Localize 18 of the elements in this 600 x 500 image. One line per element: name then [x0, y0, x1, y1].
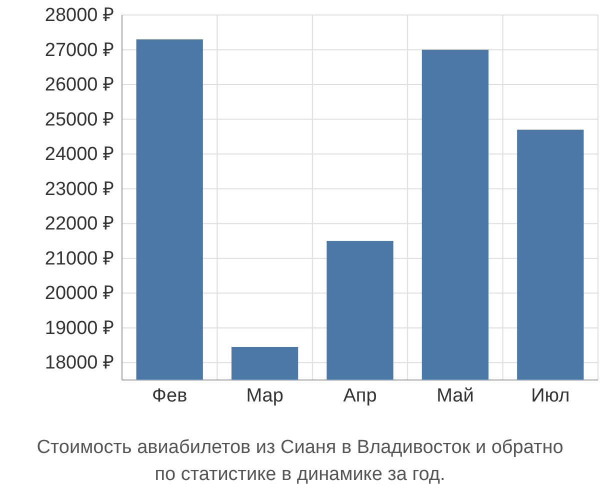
x-tick-label: Май [436, 385, 474, 406]
y-tick-label: 23000 ₽ [44, 178, 114, 200]
y-tick-label: 27000 ₽ [44, 40, 114, 61]
y-tick-label: 22000 ₽ [44, 214, 114, 235]
y-tick-label: 21000 ₽ [44, 248, 114, 270]
y-tick-label: 28000 ₽ [44, 5, 114, 26]
y-tick-label: 24000 ₽ [44, 144, 114, 166]
y-tick-label: 19000 ₽ [44, 318, 114, 339]
y-tick-label: 26000 ₽ [44, 74, 114, 96]
y-tick-label: 25000 ₽ [44, 109, 114, 130]
x-tick-label: Июл [531, 385, 570, 406]
x-tick-label: Фев [152, 385, 188, 406]
text: Стоимость авиабилетов из Сианя в Владивосток и обратно [36, 437, 564, 458]
x-tick-label: Апр [343, 385, 377, 406]
y-tick-label: 18000 ₽ [44, 352, 114, 374]
text: по статистике в динамике за год. [154, 464, 446, 485]
x-tick-label: Мар [246, 385, 284, 406]
y-tick-label: 20000 ₽ [44, 283, 114, 304]
